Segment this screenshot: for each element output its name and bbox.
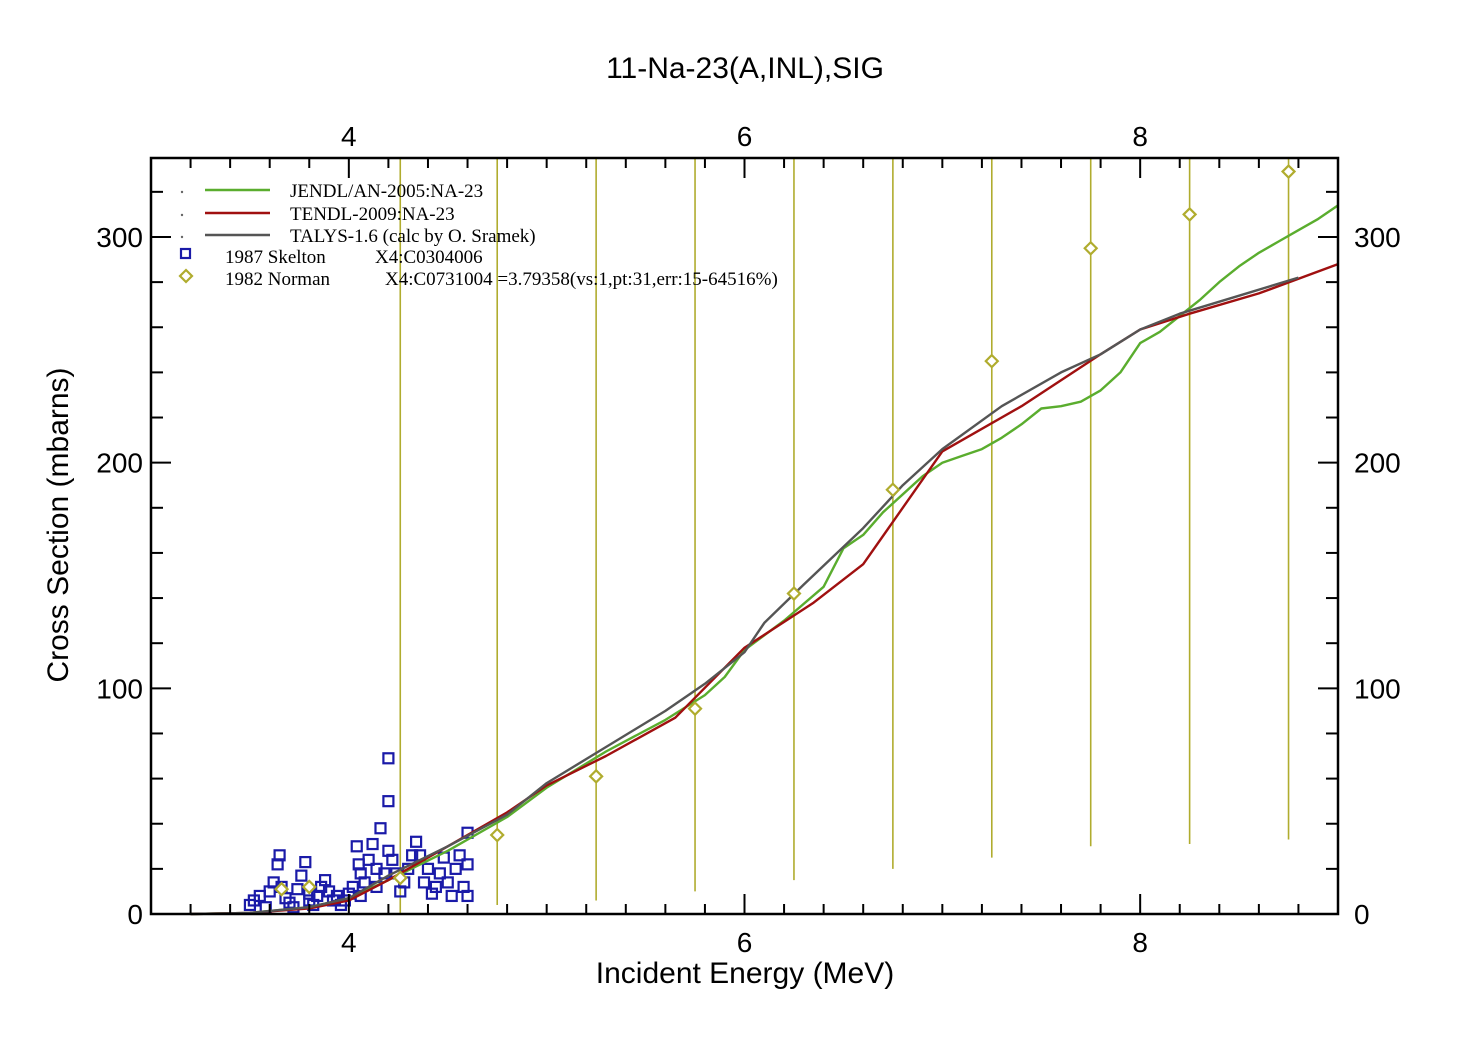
y-tick-label-right: 0	[1354, 899, 1370, 930]
x-tick-label-top: 8	[1132, 121, 1148, 152]
data-point-norman	[301, 879, 317, 895]
data-point-norman	[1182, 206, 1198, 222]
data-point-skelton	[421, 862, 435, 875]
data-point-skelton	[362, 853, 375, 866]
data-point-norman	[489, 827, 505, 843]
y-tick-label: 0	[127, 899, 143, 930]
data-point-skelton	[374, 822, 387, 835]
data-point-skelton	[358, 876, 371, 889]
x-tick-label: 4	[341, 927, 357, 958]
legend-dot	[180, 213, 184, 217]
data-point-norman	[1083, 240, 1099, 256]
legend-label-1: TENDL-2009:NA-23	[290, 204, 455, 225]
legend-label-0: JENDL/AN-2005:NA-23	[290, 181, 483, 202]
series-line-2	[190, 276, 1299, 916]
y-tick-label-right: 100	[1354, 673, 1401, 704]
legend: JENDL/AN-2005:NA-23TENDL-2009:NA-23TALYS…	[178, 181, 778, 290]
data-point-skelton	[366, 837, 379, 851]
y-tick-label-right: 200	[1354, 448, 1401, 479]
legend-label-2: TALYS-1.6 (calc by O. Sramek)	[290, 226, 536, 247]
x-tick-label-top: 6	[737, 121, 753, 152]
data-point-skelton	[299, 855, 312, 869]
data-point-skelton	[461, 889, 474, 903]
data-point-skelton	[350, 840, 363, 853]
x-tick-label-top: 4	[341, 121, 357, 152]
data-point-skelton	[433, 867, 446, 880]
data-point-skelton	[295, 869, 308, 882]
x-tick-label: 8	[1132, 927, 1148, 958]
series-line-0	[190, 204, 1339, 916]
data-point-norman	[588, 768, 604, 784]
y-tick-label-right: 300	[1354, 222, 1401, 253]
data-point-norman	[984, 353, 1000, 369]
x-axis-label: Incident Energy (MeV)	[596, 957, 894, 990]
legend-swatch-3	[179, 247, 192, 260]
data-point-skelton	[429, 880, 442, 894]
legend-swatch-4	[178, 268, 194, 284]
data-point-norman	[1280, 163, 1297, 180]
data-point-skelton	[445, 889, 458, 903]
data-point-skelton	[382, 795, 395, 808]
data-point-skelton	[441, 876, 454, 889]
legend-label-3: 1987 Skelton	[225, 247, 326, 268]
data-point-norman	[687, 701, 703, 717]
y-tick-label: 300	[96, 222, 143, 253]
data-point-skelton	[461, 858, 474, 871]
data-point-norman	[392, 870, 408, 886]
x-tick-label: 6	[737, 927, 753, 958]
data-point-skelton	[386, 853, 399, 866]
series-line-1	[190, 262, 1339, 916]
data-point-skelton	[318, 874, 332, 887]
legend-note-4: X4:C0731004 =3.79358(vs:1,pt:31,err:15-6…	[385, 269, 778, 290]
legend-note-3: X4:C0304006	[375, 247, 483, 268]
y-axis-label: Cross Section (mbarns)	[42, 367, 75, 682]
data-point-norman	[885, 482, 901, 498]
chart-title: 11-Na-23(A,INL),SIG	[606, 52, 884, 85]
data-point-skelton	[453, 849, 466, 862]
data-point-skelton	[417, 876, 431, 889]
data-point-norman	[274, 881, 290, 897]
data-point-skelton	[449, 862, 462, 875]
legend-dot	[180, 190, 184, 194]
data-point-norman	[786, 585, 802, 602]
data-point-skelton	[406, 849, 419, 862]
data-point-skelton	[382, 752, 395, 765]
data-point-skelton	[409, 835, 423, 848]
data-point-skelton	[346, 880, 359, 894]
y-tick-label: 200	[96, 448, 143, 479]
data-point-skelton	[273, 849, 286, 862]
y-tick-label: 100	[96, 673, 143, 704]
data-point-skelton	[291, 883, 304, 896]
legend-dot	[180, 235, 184, 239]
plot-area	[190, 158, 1339, 916]
axes: 4 4 6 6 8 8 0 0 100 100 200 200 300 300	[96, 121, 1400, 958]
legend-label-4: 1982 Norman	[225, 269, 331, 290]
